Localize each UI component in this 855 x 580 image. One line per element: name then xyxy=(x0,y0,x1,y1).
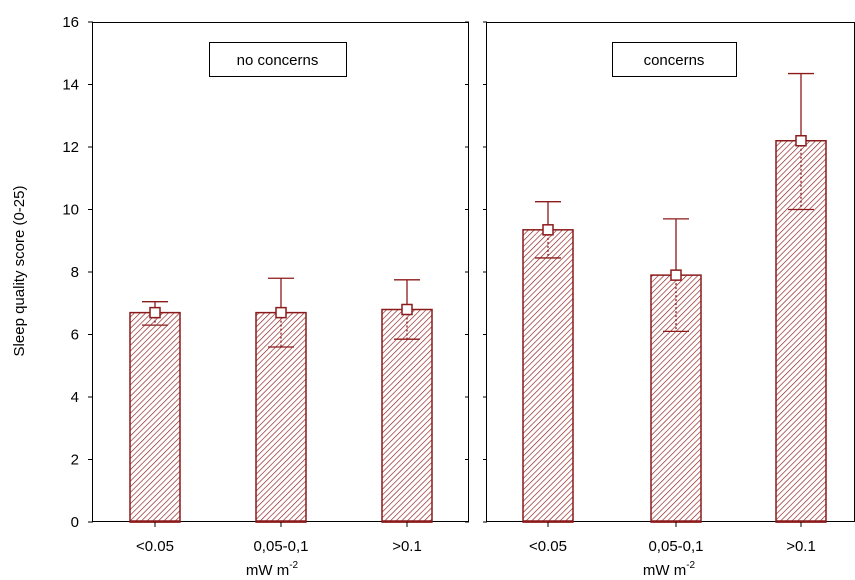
y-tick-label: 6 xyxy=(71,327,79,344)
bar xyxy=(522,229,574,523)
y-tick-label: 12 xyxy=(62,139,79,156)
bar xyxy=(381,308,433,523)
bar xyxy=(775,140,827,523)
y-tick-label: 14 xyxy=(62,77,79,94)
x-axis-label-right: mW m-2 xyxy=(643,560,696,579)
panel-title: no concerns xyxy=(237,52,319,69)
x-tick-label: <0.05 xyxy=(136,538,174,555)
bar xyxy=(129,311,181,523)
mean-marker xyxy=(275,306,287,319)
mean-marker xyxy=(401,303,413,316)
x-tick-label: 0,05-0,1 xyxy=(253,538,308,555)
bar xyxy=(255,311,307,523)
panel-no-concerns: no concerns <0.05 0,05-0,1 >0.1 xyxy=(129,42,433,555)
y-tick-label: 0 xyxy=(71,514,79,531)
panel-title-box xyxy=(209,42,347,77)
panel-title: concerns xyxy=(644,52,705,69)
mean-marker xyxy=(795,135,807,147)
mean-marker xyxy=(542,224,554,236)
x-tick-label: >0.1 xyxy=(392,538,422,555)
panel-concerns: concerns <0.05 0,05-0,1 >0.1 xyxy=(522,42,827,555)
panels: no concerns <0.05 0,05-0,1 >0.1 concerns <0.0… xyxy=(129,42,827,555)
x-tick-label: <0.05 xyxy=(529,538,567,555)
y-axis: 0 2 4 6 8 10 12 14 16 xyxy=(62,14,487,531)
x-tick-label: 0,05-0,1 xyxy=(648,538,703,555)
x-axis-label-left: mW m-2 xyxy=(246,560,299,579)
x-tick-label: >0.1 xyxy=(786,538,816,555)
y-tick-label: 8 xyxy=(71,264,79,281)
y-axis-label: Sleep quality score (0-25) xyxy=(11,186,28,357)
y-tick-label: 2 xyxy=(71,452,79,469)
y-tick-label: 4 xyxy=(71,389,79,406)
panel-title-box xyxy=(612,42,737,77)
y-tick-label: 16 xyxy=(62,14,79,31)
mean-marker xyxy=(149,306,161,319)
y-tick-label: 10 xyxy=(62,202,79,219)
mean-marker xyxy=(670,269,682,281)
